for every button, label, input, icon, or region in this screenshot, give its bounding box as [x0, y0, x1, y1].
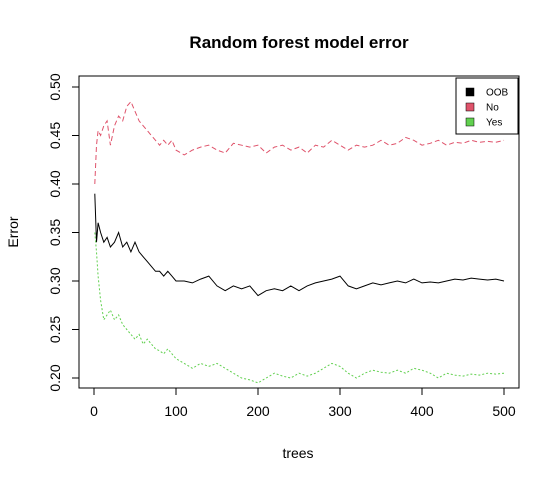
legend-swatch-no [465, 102, 475, 112]
x-tick-label: 300 [328, 403, 352, 419]
y-tick-label: 0.50 [47, 73, 63, 100]
legend-label-oob: OOB [486, 88, 509, 99]
y-tick-label: 0.30 [47, 267, 63, 294]
legend-label-yes: Yes [486, 118, 502, 129]
legend: OOB No Yes [455, 77, 519, 135]
x-tick-label: 200 [246, 403, 270, 419]
chart-title: Random forest model error [189, 33, 409, 52]
legend-label-no: No [486, 103, 499, 114]
x-tick-label: 0 [90, 403, 98, 419]
series-line-yes [94, 232, 505, 384]
x-axis-label: trees [282, 445, 313, 461]
y-tick-label: 0.45 [47, 122, 63, 149]
x-tick-label: 500 [492, 403, 516, 419]
y-tick-label: 0.35 [47, 219, 63, 246]
series-line-oob [94, 193, 505, 297]
legend-swatch-yes [465, 117, 475, 127]
series-layer [94, 100, 505, 384]
y-tick-label: 0.20 [47, 364, 63, 391]
legend-swatch-oob [465, 87, 475, 97]
x-tick-label: 100 [164, 403, 188, 419]
series-line-no [94, 100, 505, 185]
x-axis: 0 100 200 300 400 500 [90, 387, 516, 419]
y-axis: 0.20 0.25 0.30 0.35 0.40 0.45 0.50 [47, 73, 80, 392]
x-tick-label: 400 [410, 403, 434, 419]
y-axis-label: Error [5, 216, 21, 247]
plot-frame [78, 75, 520, 389]
y-tick-label: 0.25 [47, 316, 63, 343]
y-tick-label: 0.40 [47, 170, 63, 197]
